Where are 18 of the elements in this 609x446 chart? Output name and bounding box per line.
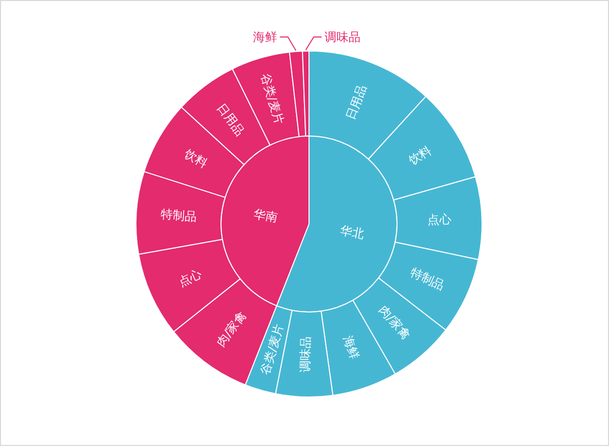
slice-label: 特制品 bbox=[160, 207, 198, 224]
slice-label: 饮料 bbox=[405, 143, 434, 168]
slice-label: 调味品 bbox=[298, 336, 313, 373]
slice-label: 肉/家禽 bbox=[376, 302, 414, 342]
slice-label: 日用品 bbox=[214, 101, 248, 138]
slice-label: 谷类/麦片 bbox=[258, 322, 286, 376]
slice-label: 调味品 bbox=[324, 30, 361, 44]
slice-label: 肉/家禽 bbox=[214, 308, 249, 350]
slice-label: 华北 bbox=[339, 223, 366, 242]
slice-label: 海鲜 bbox=[340, 334, 362, 362]
slice-label: 谷类/麦片 bbox=[258, 72, 286, 126]
slice-label: 点心 bbox=[427, 212, 452, 227]
slice-label: 华南 bbox=[252, 206, 279, 225]
slice-label: 日用品 bbox=[343, 83, 370, 122]
slice-label: 特制品 bbox=[408, 264, 447, 293]
slice-label: 海鲜 bbox=[252, 30, 277, 44]
slice-label: 饮料 bbox=[181, 146, 210, 171]
slice-label: 点心 bbox=[176, 266, 204, 290]
